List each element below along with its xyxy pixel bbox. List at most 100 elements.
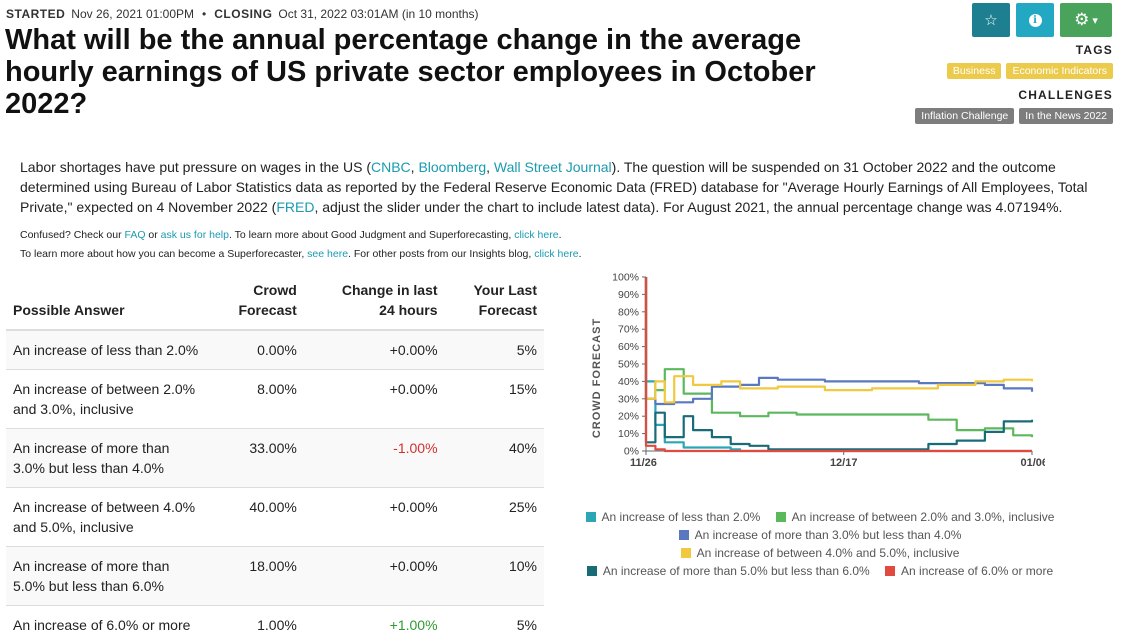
answer-label: An increase of between 4.0% and 5.0%, in… (6, 488, 211, 547)
crowd-forecast-value: 40.00% (211, 488, 304, 547)
y-tick-label: 100% (612, 272, 639, 284)
desc-text: , adjust the slider under the chart to i… (314, 199, 1062, 215)
link-cnbc[interactable]: CNBC (371, 159, 411, 175)
legend-swatch (776, 512, 786, 522)
y-axis-title: CROWD FORECAST (591, 318, 603, 438)
caret-down-icon: ▾ (1092, 14, 1098, 27)
y-tick-label: 30% (618, 393, 639, 405)
last-forecast-value: 5% (445, 606, 544, 644)
y-tick-label: 50% (618, 359, 639, 371)
legend-swatch (681, 548, 691, 558)
help-text: . (579, 248, 582, 260)
change-value: +0.00% (304, 330, 445, 370)
last-forecast-value: 25% (445, 488, 544, 547)
answer-label: An increase of less than 2.0% (6, 330, 211, 370)
star-icon: ☆ (984, 11, 997, 29)
crowd-forecast-value: 0.00% (211, 330, 304, 370)
started-label: STARTED (6, 7, 65, 21)
started-date: Nov 26, 2021 01:00PM (71, 7, 194, 21)
challenges-list: Inflation Challenge In the News 2022 (915, 108, 1113, 124)
answers-table: Possible Answer Crowd Forecast Change in … (6, 276, 544, 644)
legend-item[interactable]: An increase of more than 5.0% but less t… (587, 562, 870, 580)
header-label: Possible Answer (13, 302, 125, 318)
table-row: An increase of between 2.0% and 3.0%, in… (6, 370, 544, 429)
answer-label: An increase of between 2.0% and 3.0%, in… (6, 370, 211, 429)
header-possible-answer: Possible Answer (6, 276, 211, 330)
legend-item[interactable]: An increase of between 2.0% and 3.0%, in… (776, 508, 1055, 526)
help-text: Confused? Check our (20, 229, 124, 241)
help-text: . (559, 229, 562, 241)
closing-date: Oct 31, 2022 03:01AM (in 10 months) (278, 7, 478, 21)
last-forecast-value: 5% (445, 330, 544, 370)
legend-item[interactable]: An increase of 6.0% or more (885, 562, 1053, 580)
help-line-2: To learn more about how you can become a… (20, 248, 582, 260)
link-faq[interactable]: FAQ (124, 229, 145, 241)
x-tick-label: 11/26 (630, 457, 657, 469)
legend-item[interactable]: An increase of between 4.0% and 5.0%, in… (681, 544, 960, 562)
info-icon: i (1029, 14, 1042, 27)
chart-legend: An increase of less than 2.0% An increas… (560, 508, 1080, 580)
legend-label: An increase of between 4.0% and 5.0%, in… (697, 546, 960, 560)
link-fred[interactable]: FRED (276, 199, 314, 215)
gear-icon: ⚙ (1074, 10, 1089, 30)
challenge-in-the-news[interactable]: In the News 2022 (1019, 108, 1113, 124)
change-value: -1.00% (304, 429, 445, 488)
table-row: An increase of more than 3.0% but less t… (6, 429, 544, 488)
x-tick-label: 01/06 (1020, 457, 1045, 469)
legend-item[interactable]: An increase of more than 3.0% but less t… (679, 526, 962, 544)
legend-label: An increase of less than 2.0% (602, 510, 761, 524)
tag-economic-indicators[interactable]: Economic Indicators (1006, 63, 1113, 79)
challenge-inflation[interactable]: Inflation Challenge (915, 108, 1014, 124)
settings-button[interactable]: ⚙ ▾ (1060, 3, 1112, 37)
info-button[interactable]: i (1016, 3, 1054, 37)
last-forecast-value: 15% (445, 370, 544, 429)
table-row: An increase of between 4.0% and 5.0%, in… (6, 488, 544, 547)
header-change-24h: Change in last 24 hours (304, 276, 445, 330)
link-wsj[interactable]: Wall Street Journal (494, 159, 612, 175)
link-click-here-blog[interactable]: click here (534, 248, 578, 260)
change-value: +0.00% (304, 488, 445, 547)
tag-business[interactable]: Business (947, 63, 1002, 79)
table-row: An increase of more than 5.0% but less t… (6, 547, 544, 606)
follow-button[interactable]: ☆ (972, 3, 1010, 37)
y-tick-label: 90% (618, 289, 639, 301)
change-value: +0.00% (304, 547, 445, 606)
header-label: Forecast (238, 302, 296, 318)
y-tick-label: 60% (618, 341, 639, 353)
series-line-2 (646, 277, 1032, 437)
page-title: What will be the annual percentage chang… (5, 24, 835, 120)
crowd-forecast-value: 8.00% (211, 370, 304, 429)
legend-label: An increase of more than 3.0% but less t… (695, 528, 962, 542)
challenges-heading: CHALLENGES (1018, 88, 1113, 102)
help-text: . For other posts from our Insights blog… (348, 248, 534, 260)
last-forecast-value: 40% (445, 429, 544, 488)
header-label: Change in last (342, 282, 438, 298)
desc-text: Labor shortages have put pressure on wag… (20, 159, 371, 175)
header-label: Your Last (473, 282, 537, 298)
y-tick-label: 10% (618, 428, 639, 440)
link-click-here-gj[interactable]: click here (514, 229, 558, 241)
answer-label: An increase of 6.0% or more (6, 606, 211, 644)
y-tick-label: 70% (618, 324, 639, 336)
tags-list: Business Economic Indicators (947, 63, 1113, 79)
link-see-here[interactable]: see here (307, 248, 348, 260)
help-text: To learn more about how you can become a… (20, 248, 307, 260)
legend-item[interactable]: An increase of less than 2.0% (586, 508, 761, 526)
y-tick-label: 80% (618, 306, 639, 318)
series-line-6 (646, 277, 1032, 451)
legend-label: An increase of 6.0% or more (901, 564, 1053, 578)
legend-label: An increase of between 2.0% and 3.0%, in… (792, 510, 1055, 524)
y-tick-label: 0% (624, 446, 639, 458)
action-buttons: ☆ i ⚙ ▾ (972, 3, 1112, 37)
header-crowd-forecast: Crowd Forecast (211, 276, 304, 330)
table-header-row: Possible Answer Crowd Forecast Change in … (6, 276, 544, 330)
y-tick-label: 40% (618, 376, 639, 388)
header-label: 24 hours (379, 302, 437, 318)
help-line-1: Confused? Check our FAQ or ask us for he… (20, 229, 561, 241)
link-bloomberg[interactable]: Bloomberg (418, 159, 486, 175)
table-row: An increase of 6.0% or more 1.00% +1.00%… (6, 606, 544, 644)
header-label: Crowd (253, 282, 297, 298)
link-ask-help[interactable]: ask us for help (161, 229, 229, 241)
